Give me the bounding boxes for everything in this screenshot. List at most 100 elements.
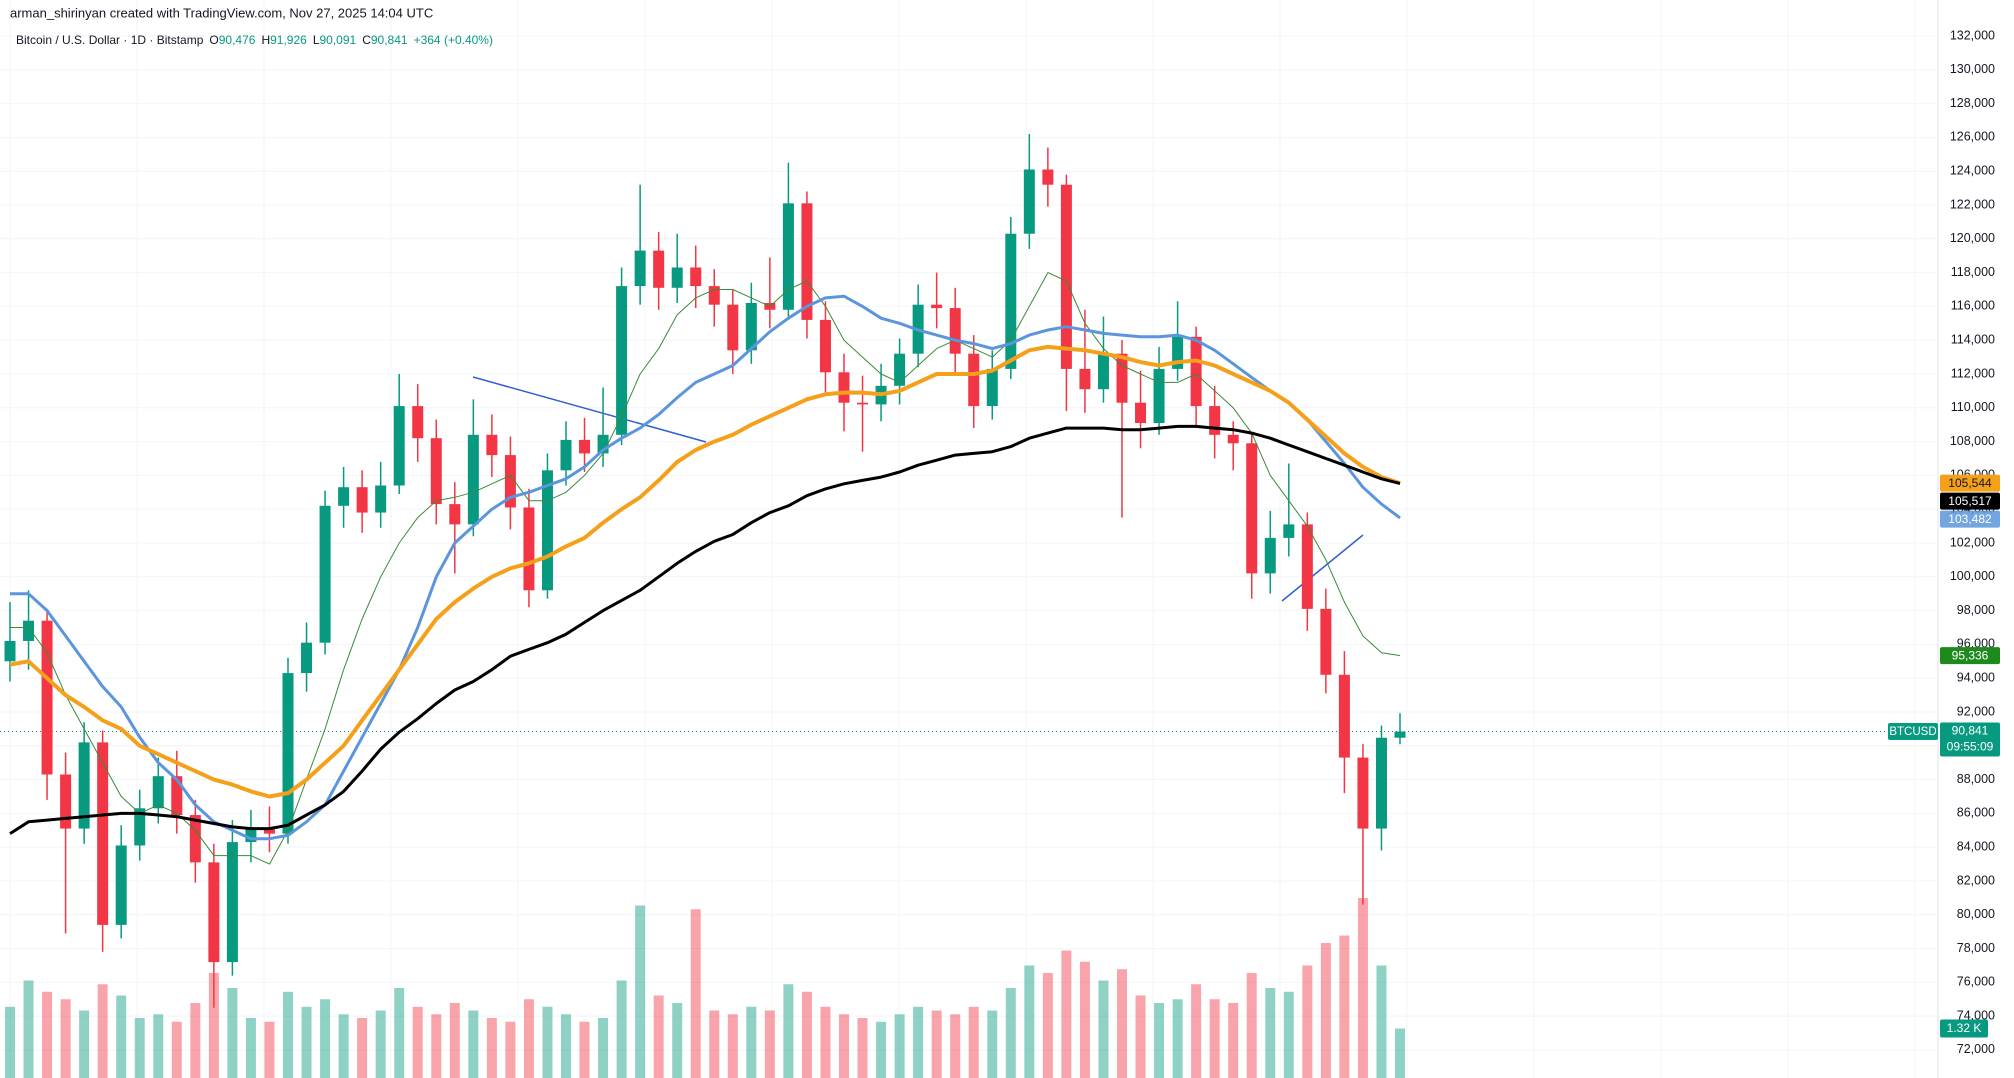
- candle-body: [1357, 757, 1369, 829]
- high: 91,926: [270, 33, 307, 47]
- volume-bar: [616, 980, 627, 1078]
- volume-bar: [764, 1010, 775, 1078]
- candle-body: [894, 353, 906, 386]
- candle-body: [1097, 353, 1109, 390]
- candle-body: [449, 504, 461, 525]
- volume-bar: [1246, 973, 1257, 1078]
- candle-body: [78, 742, 90, 829]
- y-tick-label: 130,000: [1950, 62, 1995, 76]
- countdown: 09:55:09: [1947, 740, 1994, 754]
- h-label: H: [261, 33, 270, 47]
- candle-body: [41, 620, 53, 775]
- volume-bar: [449, 1003, 460, 1078]
- volume-bar: [1191, 984, 1202, 1078]
- y-tick-label: 72,000: [1957, 1042, 1995, 1056]
- candle-body: [949, 308, 961, 354]
- moving-average: [10, 294, 1401, 841]
- y-tick-label: 112,000: [1951, 366, 1995, 380]
- candle-body: [819, 319, 831, 373]
- volume-bar: [857, 1018, 868, 1078]
- y-tick-label: 122,000: [1950, 197, 1995, 211]
- volume-bar: [283, 991, 293, 1078]
- candle-body: [1023, 169, 1035, 234]
- volume-bar: [227, 988, 238, 1078]
- open: 90,476: [219, 33, 256, 47]
- candle-body: [1172, 336, 1184, 369]
- volume-bar: [579, 1021, 590, 1078]
- candle-body: [1246, 443, 1258, 574]
- volume-bar: [1228, 1003, 1239, 1078]
- volume-bar: [245, 1018, 256, 1078]
- candle-body: [393, 406, 405, 486]
- y-tick-label: 88,000: [1957, 772, 1995, 786]
- y-tick-label: 84,000: [1957, 839, 1995, 853]
- volume-bar: [987, 1010, 998, 1078]
- candle-body: [97, 742, 109, 925]
- volume-bar: [412, 1006, 423, 1078]
- volume-bar: [394, 988, 405, 1078]
- candle-body: [671, 267, 683, 288]
- candle-body: [616, 286, 628, 435]
- candle-body: [838, 372, 850, 403]
- y-tick-label: 94,000: [1957, 670, 1995, 684]
- y-tick-label: 100,000: [1950, 569, 1995, 583]
- volume-bar: [653, 995, 664, 1078]
- candle-body: [708, 286, 720, 305]
- candle-body: [1301, 524, 1313, 609]
- volume-bar: [950, 1014, 961, 1078]
- c-label: C: [362, 33, 371, 47]
- candle-body: [1005, 233, 1017, 369]
- candle-body: [338, 487, 350, 506]
- y-tick-label: 120,000: [1950, 231, 1995, 245]
- candle-body: [486, 434, 498, 456]
- symbol-tag-bg: [1888, 723, 1938, 741]
- moving-average: [10, 272, 1401, 865]
- y-tick-label: 116,000: [1951, 299, 1995, 313]
- volume-bar: [1117, 969, 1127, 1078]
- symbol-tag: BTCUSD: [1889, 726, 1936, 738]
- candle-body: [1264, 537, 1276, 574]
- volume-bar: [1320, 943, 1331, 1078]
- y-tick-label: 82,000: [1957, 873, 1995, 887]
- volume-bar: [801, 991, 812, 1078]
- volume-bar: [839, 1014, 849, 1078]
- volume-bar: [208, 973, 219, 1078]
- change: +364 (+0.40%): [414, 33, 493, 47]
- volume-bar: [1302, 965, 1313, 1078]
- volume-bar: [727, 1014, 738, 1078]
- candle-body: [412, 406, 424, 439]
- volume-bar: [505, 1021, 516, 1078]
- volume-bar: [301, 1006, 312, 1078]
- volume-bar: [1005, 988, 1016, 1078]
- price-tag-bg: [1940, 510, 2000, 528]
- volume-bar: [190, 1003, 201, 1078]
- price-tag: 105,517: [1948, 494, 1992, 508]
- candle-body: [189, 815, 201, 863]
- candle-body: [1135, 402, 1147, 423]
- candle-body: [375, 485, 387, 513]
- volume-bar: [820, 1006, 831, 1078]
- volume-bar: [1283, 991, 1294, 1078]
- volume-bar: [690, 909, 701, 1078]
- candle-body: [541, 470, 553, 591]
- volume-bar: [1339, 935, 1350, 1078]
- candle-body: [1209, 406, 1221, 435]
- volume-bar: [561, 1014, 571, 1078]
- volume-bar: [375, 1010, 386, 1078]
- o-label: O: [209, 33, 218, 47]
- candle-body: [857, 402, 869, 405]
- y-tick-label: 86,000: [1957, 806, 1995, 820]
- candle-body: [801, 203, 813, 320]
- volume-bar: [931, 1010, 942, 1078]
- candle-body: [968, 353, 980, 407]
- volume-bar: [1357, 898, 1368, 1078]
- volume-bar: [1265, 988, 1276, 1078]
- candle-body: [782, 203, 794, 310]
- candle-body: [523, 507, 535, 591]
- candle-body: [319, 505, 331, 643]
- volume-bar: [1061, 950, 1072, 1078]
- legend: Bitcoin / U.S. Dollar · 1D · Bitstamp O90…: [16, 33, 493, 47]
- volume-bar: [1376, 965, 1387, 1078]
- candle-body: [1283, 524, 1295, 538]
- price-tag: 103,482: [1948, 512, 1992, 526]
